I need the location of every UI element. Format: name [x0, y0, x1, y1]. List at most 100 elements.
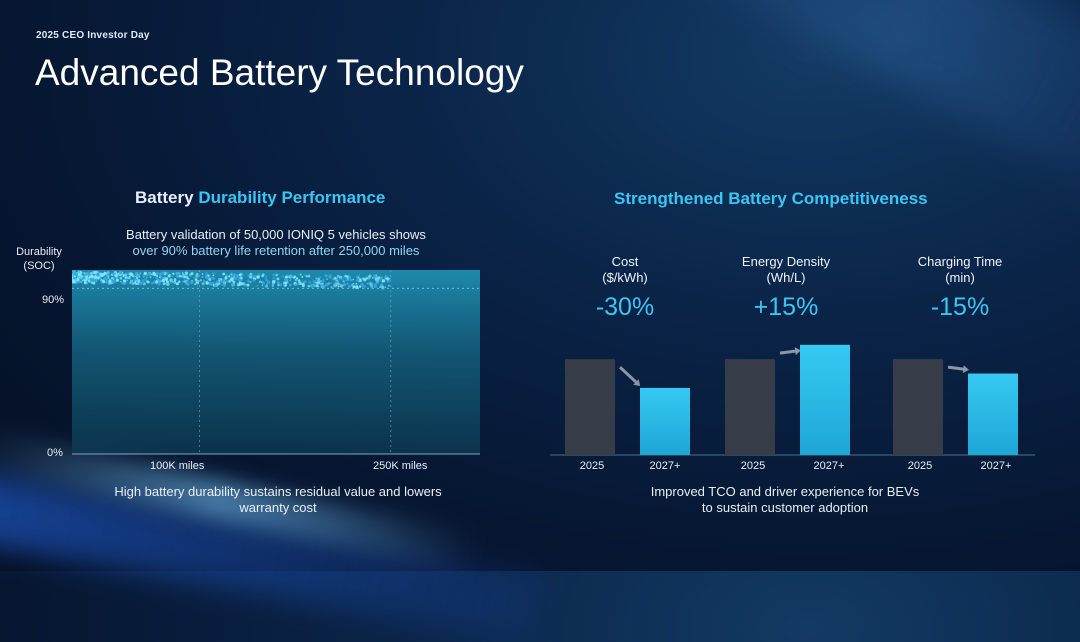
durability-data-point [139, 272, 141, 274]
durability-data-point [105, 273, 109, 277]
durability-data-point [358, 277, 360, 279]
durability-data-point [80, 281, 83, 283]
durability-data-point [220, 278, 223, 281]
durability-data-point [205, 281, 209, 285]
durability-data-point [319, 281, 323, 284]
durability-data-point [367, 276, 371, 280]
durability-data-point [203, 279, 206, 283]
competitiveness-bar-charts [550, 344, 1035, 456]
durability-data-point [275, 273, 279, 277]
durability-data-point [225, 279, 229, 283]
durability-data-point [279, 283, 283, 287]
durability-data-point [342, 280, 345, 283]
durability-data-point [376, 279, 380, 283]
durability-data-point [233, 276, 238, 281]
durability-data-point [235, 274, 238, 277]
durability-data-point [349, 278, 353, 282]
durability-data-point [264, 285, 267, 288]
category-label: 2027+ [649, 460, 681, 472]
durability-data-point [351, 283, 354, 286]
durability-data-point [313, 282, 317, 286]
durability-data-point [103, 280, 106, 283]
cost-metric-label: Cost ($/kWh) [555, 254, 695, 286]
durability-data-point [178, 280, 181, 283]
durability-data-point [72, 274, 74, 277]
durability-data-point [158, 280, 162, 283]
durability-data-point [82, 279, 85, 282]
durability-data-point [156, 278, 159, 281]
durability-data-point [355, 279, 359, 282]
durability-data-point [119, 276, 123, 280]
durability-data-point [201, 273, 204, 275]
durability-data-point [216, 279, 219, 282]
durability-data-point [339, 277, 341, 280]
durability-data-point [369, 282, 373, 286]
durability-data-point [239, 272, 243, 276]
durability-data-point [195, 274, 199, 278]
durability-data-point [297, 279, 301, 282]
durability-data-point [272, 280, 276, 284]
durability-data-point [186, 282, 190, 286]
durability-data-point [381, 279, 386, 283]
durability-data-point [319, 276, 322, 279]
durability-data-point [308, 280, 312, 284]
durability-data-point [156, 271, 159, 275]
category-label: 2025 [579, 460, 605, 472]
durability-data-point [113, 279, 117, 284]
durability-data-point [86, 277, 91, 281]
durability-title-part2: Durability Performance [198, 188, 386, 207]
durability-data-point [298, 281, 302, 286]
durability-y-axis-label: Durability (SOC) [13, 245, 65, 273]
durability-data-point [106, 271, 110, 274]
durability-data-point [186, 281, 189, 283]
durability-data-point [283, 283, 286, 286]
durability-subtitle: Battery validation of 50,000 IONIQ 5 veh… [100, 227, 452, 259]
durability-data-point [172, 273, 175, 276]
durability-data-point [294, 278, 298, 282]
durability-data-point [124, 273, 127, 277]
durability-data-point [90, 277, 93, 280]
durability-data-point [284, 275, 288, 279]
durability-data-point [249, 272, 252, 276]
durability-data-point [324, 274, 328, 278]
durability-data-point [214, 283, 218, 287]
durability-data-point [181, 272, 184, 275]
durability-data-point [171, 278, 174, 280]
durability-data-point [135, 281, 138, 284]
durability-data-point [110, 277, 114, 280]
durability-data-point [74, 272, 79, 276]
durability-data-point [358, 285, 362, 288]
durability-data-point [272, 273, 275, 277]
durability-data-point [326, 278, 328, 280]
durability-data-point [183, 280, 186, 283]
durability-data-point [277, 278, 280, 280]
durability-data-point [261, 274, 264, 278]
durability-data-point [374, 277, 378, 280]
durability-data-point [160, 276, 164, 280]
durability-data-point [357, 279, 360, 281]
competitiveness-caption-line1: Improved TCO and driver experience for B… [650, 484, 920, 499]
durability-data-point [133, 278, 136, 281]
durability-title-part1: Battery [135, 188, 194, 207]
x-tick-label: 250K miles [373, 460, 428, 472]
durability-data-point [105, 277, 109, 280]
durability-data-point [379, 276, 383, 279]
durability-data-point [112, 272, 115, 276]
durability-data-point [116, 278, 119, 282]
durability-data-point [89, 275, 93, 279]
durability-data-point [169, 273, 171, 276]
durability-data-point [353, 283, 356, 286]
durability-data-point [152, 271, 156, 275]
durability-data-point [347, 285, 351, 288]
durability-data-point [116, 272, 120, 276]
durability-data-point [224, 276, 228, 280]
durability-data-point [135, 272, 138, 275]
trend-arrow-shaft [779, 349, 799, 355]
category-label: 2025 [907, 460, 933, 472]
durability-subtitle-line1: Battery validation of 50,000 IONIQ 5 veh… [126, 227, 426, 242]
y-axis-label-line2: (SOC) [23, 260, 55, 272]
durability-data-point [72, 280, 76, 284]
durability-caption-line1: High battery durability sustains residua… [114, 484, 442, 499]
durability-data-point [386, 277, 390, 281]
durability-data-point [267, 280, 271, 284]
